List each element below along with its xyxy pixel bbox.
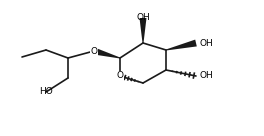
Text: O: O — [116, 72, 124, 81]
Polygon shape — [93, 48, 120, 58]
Text: HO: HO — [39, 87, 53, 97]
Polygon shape — [166, 40, 197, 50]
Polygon shape — [139, 18, 147, 43]
Text: OH: OH — [136, 13, 150, 22]
Text: OH: OH — [200, 72, 214, 81]
Text: OH: OH — [200, 38, 214, 47]
Text: O: O — [91, 47, 97, 55]
